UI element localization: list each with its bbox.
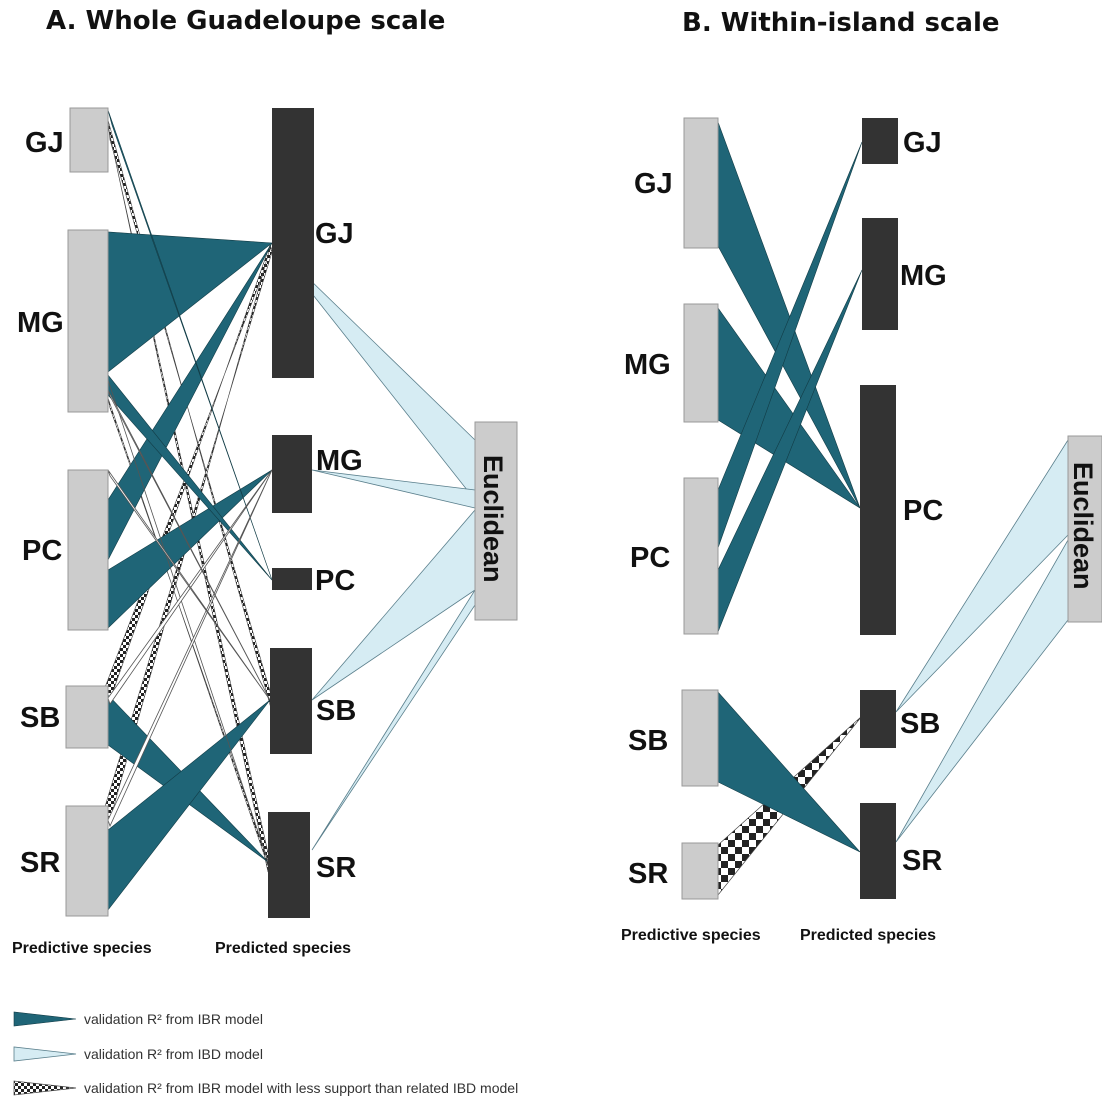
predicted-label-sb: SB <box>316 695 356 727</box>
predicted-label-sr: SR <box>316 852 356 884</box>
panel-b-predictive-axis-label: Predictive species <box>621 927 761 944</box>
predicted-node-gj-b <box>862 118 898 164</box>
legend-item-ibr: validation R² from IBR model <box>13 1011 263 1027</box>
predictive-node-pc <box>67 469 109 631</box>
predictive-label-mg: MG <box>17 307 64 339</box>
euclidean-label-a: Euclidean <box>478 455 508 583</box>
panel-a-ibr-links <box>107 109 273 911</box>
panel-b-predictive-nodes <box>681 117 719 900</box>
predictive-label-gj: GJ <box>25 127 64 159</box>
ibr-link-mg-sb <box>107 389 271 701</box>
predicted-label-mg-b: MG <box>900 260 947 292</box>
predicted-node-pc-b <box>860 385 896 635</box>
predicted-node-sb-b <box>860 690 896 748</box>
panel-a-title: A. Whole Guadeloupe scale <box>46 6 445 36</box>
panel-b: B. Within-island scale GJ MG PC <box>621 8 1102 944</box>
panel-a: A. Whole Guadeloupe scale <box>12 6 518 957</box>
legend-item-weak: validation R² from IBR model with less s… <box>13 1080 518 1096</box>
predictive-node-gj-b <box>683 117 719 249</box>
predictive-node-gj <box>69 107 109 173</box>
panel-b-ibr-links <box>717 121 863 853</box>
predicted-label-gj: GJ <box>315 218 354 250</box>
predictive-node-mg-b <box>683 303 719 423</box>
legend-text-ibr: validation R² from IBR model <box>84 1011 263 1027</box>
panel-a-predicted-axis-label: Predicted species <box>215 940 351 957</box>
panel-b-title: B. Within-island scale <box>682 8 999 38</box>
legend-text-weak: validation R² from IBR model with less s… <box>84 1080 518 1096</box>
predicted-label-pc-b: PC <box>903 495 943 527</box>
legend-item-ibd: validation R² from IBD model <box>13 1046 263 1062</box>
predictive-node-sr <box>65 805 109 917</box>
ibd-link-euclidean-sb-b <box>895 438 1069 713</box>
ibd-link-euclidean-sb <box>311 508 476 701</box>
predicted-node-gj <box>272 108 314 378</box>
euclidean-node-b <box>1067 435 1102 623</box>
ibr-link-sr-mg <box>107 469 273 828</box>
legend-swatch-ibd <box>13 1046 77 1062</box>
predictive-label-sr: SR <box>20 847 60 879</box>
euclidean-label-b: Euclidean <box>1068 462 1098 590</box>
predictive-label-mg-b: MG <box>624 349 671 381</box>
predicted-node-mg-b <box>862 218 898 330</box>
predictive-label-pc: PC <box>22 535 62 567</box>
ibr-link-mg-sr <box>107 379 269 863</box>
panel-a-predictive-axis-label: Predictive species <box>12 940 152 957</box>
predictive-label-pc-b: PC <box>630 542 670 574</box>
euclidean-node-a <box>474 421 518 621</box>
predicted-label-mg: MG <box>316 445 363 477</box>
predictive-node-sr-b <box>681 842 719 900</box>
predictive-label-sb: SB <box>20 702 60 734</box>
predictive-node-sb-b <box>681 689 719 787</box>
ibr-link-gj-pc <box>107 109 273 581</box>
predicted-node-mg <box>272 435 312 513</box>
predictive-node-mg <box>67 229 109 413</box>
predicted-node-pc <box>272 568 312 590</box>
legend-swatch-weak <box>13 1080 77 1096</box>
predicted-node-sr <box>268 812 310 918</box>
predicted-label-sb-b: SB <box>900 708 940 740</box>
predictive-node-sb <box>65 685 109 749</box>
panel-b-predicted-nodes <box>860 118 898 899</box>
ibr-link-pc-sb <box>107 469 271 701</box>
predicted-label-sr-b: SR <box>902 845 942 877</box>
predictive-node-pc-b <box>683 477 719 635</box>
panel-a-predicted-nodes <box>268 108 314 918</box>
ibr-link-mg-gj <box>107 231 273 373</box>
predicted-label-gj-b: GJ <box>903 127 942 159</box>
panel-a-predicted-labels: GJ MG PC SB SR <box>315 218 363 884</box>
predictive-label-sb-b: SB <box>628 725 668 757</box>
panel-b-predictive-labels: GJ MG PC SB SR <box>624 168 673 890</box>
legend-text-ibd: validation R² from IBD model <box>84 1046 263 1062</box>
panel-a-predictive-nodes <box>65 107 109 917</box>
legend-swatch-ibr <box>13 1011 77 1027</box>
predicted-label-pc: PC <box>315 565 355 597</box>
panel-a-predictive-labels: GJ MG PC SB SR <box>17 127 64 879</box>
predictive-label-sr-b: SR <box>628 858 668 890</box>
panel-b-predicted-labels: GJ MG PC SB SR <box>900 127 947 877</box>
predicted-node-sb <box>270 648 312 754</box>
predictive-label-gj-b: GJ <box>634 168 673 200</box>
legend: validation R² from IBR model validation … <box>13 1011 518 1096</box>
panel-b-predicted-axis-label: Predicted species <box>800 927 936 944</box>
predicted-node-sr-b <box>860 803 896 899</box>
